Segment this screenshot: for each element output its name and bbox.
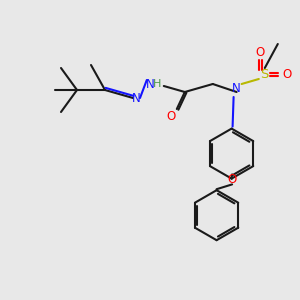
Text: O: O <box>166 110 176 124</box>
Text: O: O <box>227 173 237 186</box>
Text: O: O <box>282 68 291 82</box>
Text: H: H <box>153 79 161 89</box>
Text: S: S <box>261 68 269 80</box>
Text: O: O <box>255 46 264 59</box>
Text: N: N <box>146 77 154 91</box>
Text: N: N <box>232 82 241 95</box>
Text: N: N <box>132 92 140 106</box>
